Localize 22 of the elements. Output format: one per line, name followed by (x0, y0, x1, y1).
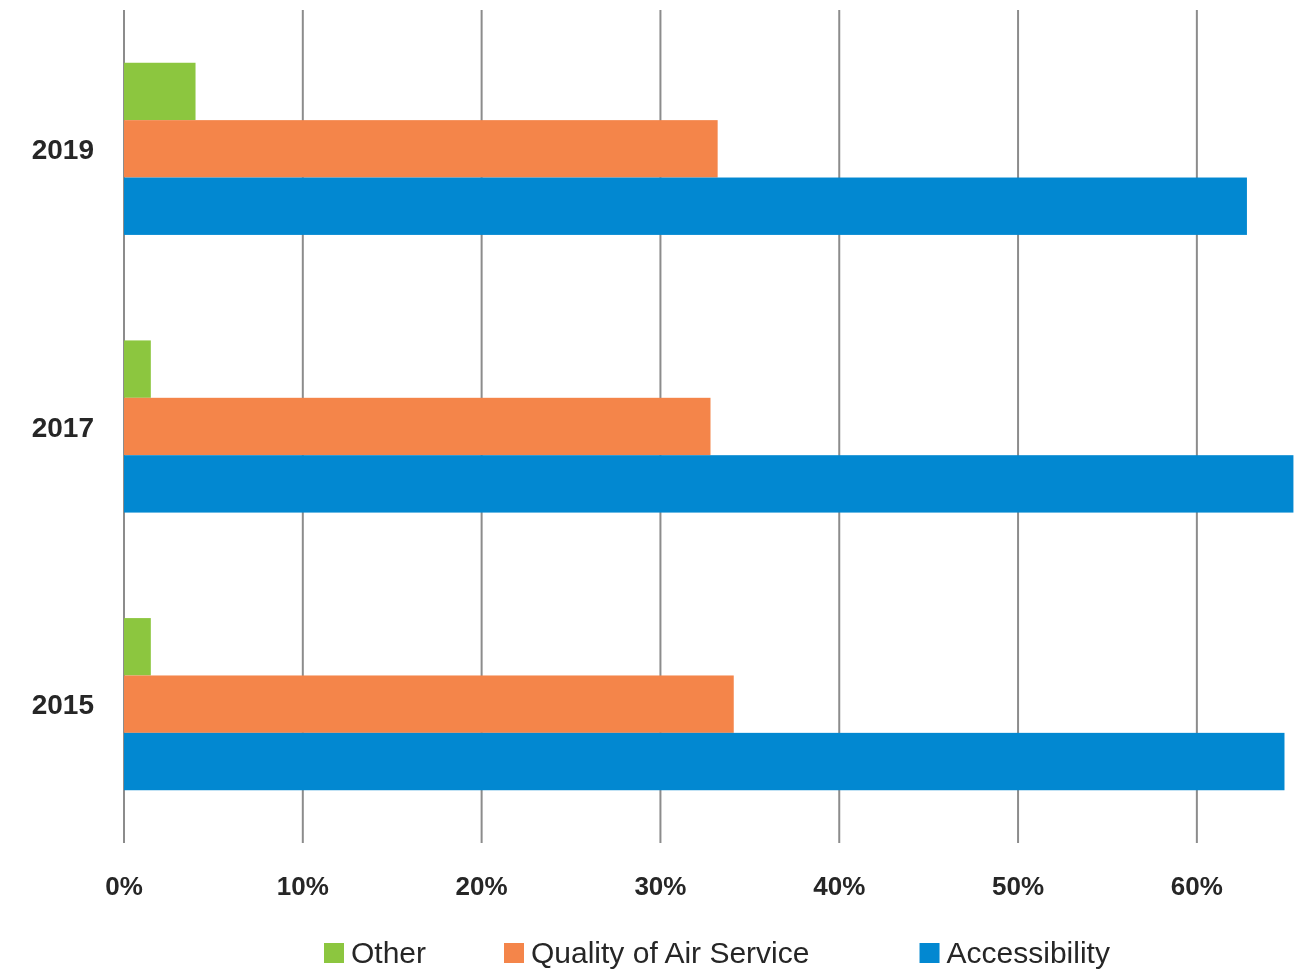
bar (124, 62, 196, 121)
x-tick-label: 20% (455, 871, 508, 901)
legend-label: Other (351, 936, 427, 969)
x-tick-label: 10% (276, 871, 329, 901)
y-tick-label: 2019 (31, 133, 94, 165)
bar (124, 120, 718, 178)
bar (124, 675, 734, 733)
x-tick-label: 40% (813, 871, 866, 901)
bar (124, 455, 1294, 513)
legend-label: Quality of Air Service (531, 936, 810, 969)
bar (124, 177, 1247, 235)
bar (124, 618, 151, 676)
bar (124, 340, 151, 398)
x-tick-label: 0% (105, 871, 143, 901)
y-tick-label: 2015 (31, 689, 94, 721)
x-tick-label: 50% (992, 871, 1045, 901)
x-tick-label: 60% (1170, 871, 1223, 901)
bar (124, 397, 711, 456)
x-tick-label: 30% (634, 871, 687, 901)
y-tick-label: 2017 (31, 411, 94, 443)
bar (124, 732, 1285, 791)
legend-label: Accessibility (946, 936, 1110, 969)
